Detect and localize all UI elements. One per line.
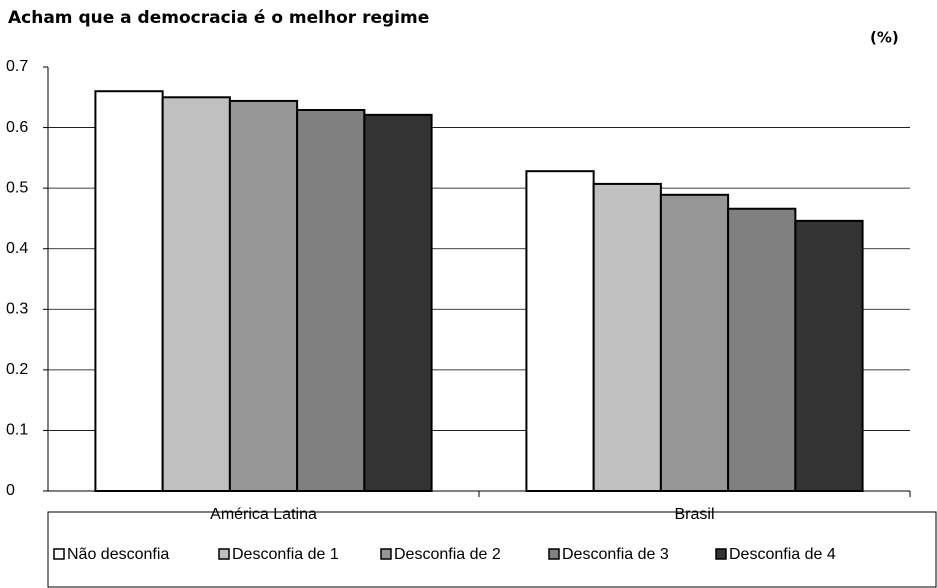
x-tick-label: América Latina	[210, 506, 317, 523]
bar	[161, 96, 231, 493]
legend-label: Não desconfia	[67, 546, 169, 563]
legend-label: Desconfia de 2	[394, 546, 501, 563]
y-tick-label: 0.2	[6, 361, 28, 378]
bar	[727, 207, 797, 492]
bar	[525, 170, 595, 492]
bar	[363, 113, 433, 492]
bar	[592, 182, 662, 492]
legend-label: Desconfia de 4	[729, 546, 836, 563]
legend-swatch	[715, 548, 727, 560]
legend-swatch	[380, 548, 392, 560]
chart-title: Acham que a democracia é o melhor regime	[8, 8, 429, 28]
bar	[659, 193, 730, 492]
legend-box	[47, 511, 937, 588]
bar	[296, 109, 366, 493]
bar	[228, 99, 299, 492]
legend-label: Desconfia de 3	[562, 546, 669, 563]
y-tick-label: 0.7	[6, 58, 28, 75]
y-tick-label: 0	[6, 482, 15, 499]
y-tick-label: 0.4	[6, 240, 28, 257]
legend-swatch	[53, 548, 65, 560]
y-tick-label: 0.1	[6, 422, 28, 439]
y-tick-label: 0.5	[6, 179, 28, 196]
unit-label: (%)	[870, 29, 899, 47]
bar	[94, 90, 164, 492]
x-tick-label: Brasil	[674, 506, 714, 523]
y-tick-label: 0.3	[6, 301, 28, 318]
bar	[794, 219, 864, 492]
y-tick-label: 0.6	[6, 119, 28, 136]
legend-label: Desconfia de 1	[232, 546, 339, 563]
legend-swatch	[548, 548, 560, 560]
legend-swatch	[218, 548, 230, 560]
